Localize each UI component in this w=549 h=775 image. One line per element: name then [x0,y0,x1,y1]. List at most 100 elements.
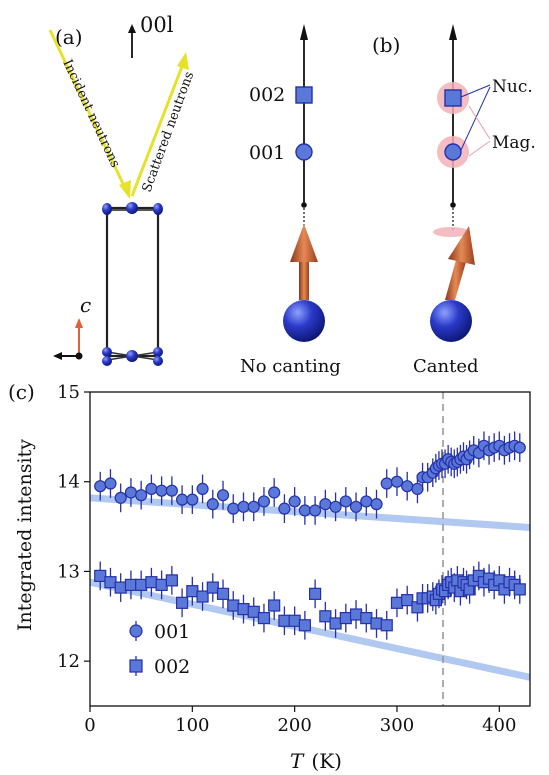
point-001 [360,495,373,508]
panel-a: (a) 00l Incident neutrons Scattered neut… [48,13,197,366]
point-001 [349,500,363,513]
unit-cell [105,206,160,358]
point-001 [237,500,250,513]
point-001 [94,480,107,493]
legend: 001 002 [129,621,190,678]
point-001 [145,482,158,495]
canted-001-marker [444,143,462,161]
spin-arrow-canted [445,226,475,300]
point-001 [206,498,219,511]
legend-label-001: 001 [154,621,190,643]
legend-label-002: 002 [154,656,190,678]
incident-beam [48,29,128,191]
point-001 [329,500,342,513]
canting-projection [433,227,469,237]
atom-canted [430,300,472,342]
point-002 [298,619,311,632]
x-tick-label: 0 [84,715,95,736]
spin-arrow-straight [290,224,318,300]
legend-marker-001 [129,624,143,638]
point-002 [186,585,199,598]
point-002 [257,611,271,625]
point-001 [135,489,148,502]
x-tick-label: 200 [277,715,311,736]
canted-label: Canted [413,356,479,377]
point-001 [155,484,168,497]
point-002 [319,610,332,623]
y-tick-label: 15 [57,382,80,403]
point-001 [186,493,199,506]
legend-marker-002 [129,659,143,673]
nuc-label: Nuc. [492,77,533,97]
point-001 [247,500,260,513]
axis-triad [53,318,83,360]
point-001 [390,475,404,488]
point-001 [401,480,414,493]
point-002 [278,614,291,627]
b-axis-arrow-icon [53,352,62,360]
point-002 [380,619,393,632]
x-axis-label: T (K) [290,749,342,773]
y-tick-label: 12 [57,651,80,672]
panel-b: (b) 002 001 No canting Canted [240,24,536,377]
point-002 [135,578,148,591]
point-001 [339,495,352,508]
point-001 [175,493,189,506]
point-001 [380,477,393,490]
point-002 [196,590,209,603]
axis-ticks: 0 100 200 300 400 12 13 14 15 [57,382,516,736]
point-002 [268,599,281,612]
point-002 [94,569,107,583]
point-001 [114,491,127,504]
mag-label: Mag. [492,133,536,153]
x-tick-label: 300 [380,715,414,736]
point-002 [401,594,414,607]
incident-neutrons-label: Incident neutrons [59,57,122,170]
point-002 [513,583,526,596]
reciprocal-axis-arrow-icon [300,24,308,40]
top-atoms [102,202,163,215]
x-tick-label: 100 [175,715,209,736]
scattered-arrowhead-icon [177,52,189,70]
axis-00l-label: 00l [140,13,174,37]
incident-arrowhead-icon [119,180,131,199]
scattered-beam [130,63,185,197]
point-001 [104,477,117,490]
point-002 [227,599,240,612]
point-001 [216,489,230,502]
point-002 [114,581,127,594]
y-tick-label: 13 [57,561,80,582]
peak-002-label: 002 [249,84,285,106]
point-002 [390,596,404,609]
point-001 [257,495,271,508]
point-001 [268,486,281,499]
point-001 [278,502,291,515]
point-002 [349,608,363,621]
axis-arrow-icon [128,24,136,33]
point-002 [309,587,322,600]
point-002 [145,576,158,589]
point-002 [247,605,260,618]
point-001 [309,504,322,517]
x-axis-unit: (K) [311,749,342,773]
panel-b-label: (b) [372,33,400,57]
point-001 [165,484,178,497]
point-001 [124,486,138,499]
point-001 [513,441,526,454]
point-001 [319,498,332,511]
point-002 [165,574,178,587]
y-axis-label: Integrated intensity [14,439,36,631]
point-002 [370,617,383,630]
peak-001-marker [295,143,313,161]
panel-c-label: (c) [8,380,35,404]
atom-no-canting [283,300,325,342]
point-002 [175,596,189,609]
x-axis-symbol: T [290,749,305,773]
point-002 [155,578,168,591]
point-002 [237,603,250,616]
point-002 [124,578,138,591]
point-001 [298,504,311,517]
chart-panel-c: (c) 0 100 200 300 400 12 13 14 15 Integrated int… [8,380,531,773]
point-002 [329,617,342,630]
